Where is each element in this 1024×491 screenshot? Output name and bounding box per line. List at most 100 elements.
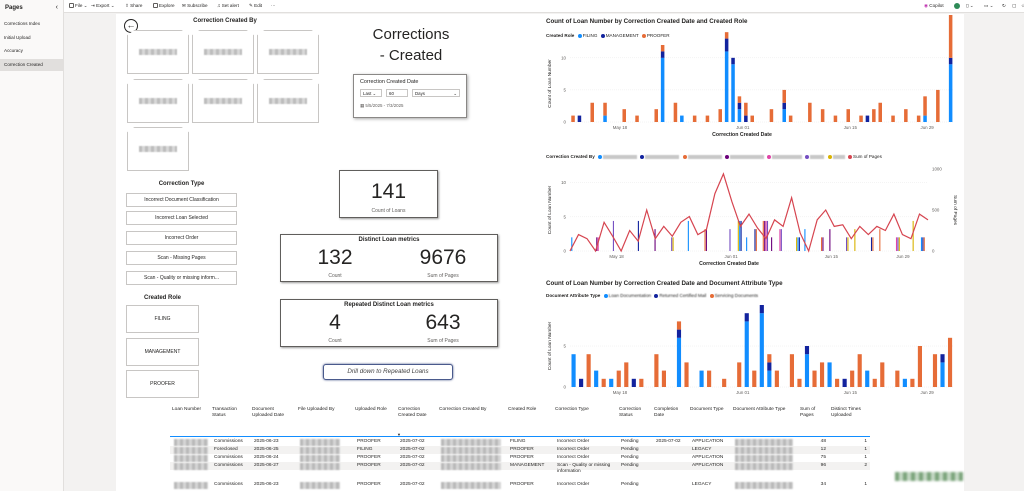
table-row[interactable]: Foreclosed 2025-06-25 FILING 2025-07-02 PROO…	[170, 446, 870, 454]
bar-management	[731, 57, 735, 65]
created-by-tile[interactable]	[127, 79, 189, 123]
legend-filing-label[interactable]: FILING	[582, 33, 598, 38]
col-header[interactable]: Created Role	[508, 407, 537, 412]
edit-button[interactable]: ✎ Edit	[249, 3, 263, 8]
col-header[interactable]: Document Type	[690, 407, 724, 412]
more-options-button[interactable]: ···	[271, 3, 276, 8]
created-by-tile[interactable]	[257, 30, 319, 74]
chart-role-plot[interactable]: 0 5 10 May 18 Jun 01 Jun 15 Jun 29 Correction C…	[542, 15, 962, 145]
redacted-cell	[174, 481, 208, 489]
bar-filing	[923, 115, 927, 122]
col-header[interactable]: Loan Number	[172, 407, 202, 412]
page-item-initial-upload[interactable]: Initial Upload	[4, 35, 31, 40]
chart-doc-attr-plot[interactable]: 0 5 May 18 Jun 01 Jun 15 Jun 29 Count of Loan …	[542, 277, 962, 401]
created-by-slicer-title: Correction Created By	[193, 18, 257, 24]
col-header[interactable]: Sum of Pages	[800, 407, 816, 418]
col-header[interactable]: File Uploaded By	[298, 407, 335, 412]
y-axis-title: Count of Loan Number	[547, 59, 553, 108]
created-by-tile[interactable]	[192, 30, 254, 74]
file-menu[interactable]: File ⌄	[69, 3, 88, 9]
bookmark-icon[interactable]: ▯ ⌄	[966, 3, 974, 8]
table-row[interactable]: Commissions 2025-06-23 PROOFER 2025-07-02 PR…	[170, 481, 870, 489]
bar-proofer	[936, 89, 940, 122]
legend-loan-documentation-label[interactable]: Loan Documentation	[608, 293, 652, 298]
table-row[interactable]: Commissions 2025-06-24 PROOFER 2025-07-02 PR…	[170, 454, 870, 462]
page-item-correction-created[interactable]: Correction Created	[0, 59, 63, 71]
role-option-filing[interactable]: FILING	[126, 305, 199, 333]
bar-proofer	[808, 102, 812, 122]
table-row[interactable]: Commissions 2025-06-27 PROOFER 2025-07-02 MA…	[170, 462, 870, 474]
correction-type-option[interactable]: Incorrect Order	[126, 231, 237, 245]
bar-created-by	[780, 229, 782, 251]
correction-type-option[interactable]: Incorrect Document Classification	[126, 193, 237, 207]
bar-returned-certified-mail	[767, 362, 772, 371]
bar-created-by	[798, 237, 800, 251]
chart-created-by-plot[interactable]: 0 5 10 May 18 Jun 01 Jun 15 Jun 29 Correction C…	[542, 149, 962, 274]
redacted-cell	[300, 438, 340, 446]
table-cell: FILING	[510, 439, 526, 444]
share-button[interactable]: ⇪ Share	[125, 3, 143, 8]
bar-servicing-documents	[932, 354, 938, 387]
page-item-accuracy[interactable]: Accuracy	[4, 48, 23, 53]
bar-proofer	[737, 96, 742, 103]
col-header[interactable]: Document Uploaded Date	[252, 407, 285, 418]
x-tick-label: Jun 29	[921, 390, 935, 395]
created-by-tile[interactable]	[127, 30, 189, 74]
table-row[interactable]: Commissions 2025-06-23 PROOFER 2025-07-02 FI…	[170, 438, 870, 446]
col-header[interactable]: Transaction Status	[212, 407, 237, 418]
col-header[interactable]: Correction Created Date	[398, 407, 427, 418]
y-axis-title: Count of Loan Number	[547, 321, 553, 370]
legend-sum-of-pages-label[interactable]: Sum of Pages	[853, 154, 882, 159]
table-cell: PROOFER	[357, 482, 381, 487]
col-header[interactable]: Document Attribute Type	[733, 407, 786, 412]
bar-servicing-documents	[767, 354, 772, 363]
corrections-table: Loan Number Transaction Status Document …	[168, 403, 880, 491]
period-unit-dropdown[interactable]: Days ⌄	[412, 89, 460, 97]
created-by-tile[interactable]	[257, 79, 319, 123]
set-alert-button[interactable]: ♫ Set alert	[217, 3, 239, 8]
col-header[interactable]: Uploaded Role	[355, 407, 387, 412]
y-tick-label: 5	[564, 87, 567, 92]
col-header[interactable]: Completion Date	[654, 407, 679, 418]
bar-proofer	[622, 109, 626, 122]
legend-management-label[interactable]: MANAGEMENT	[605, 33, 639, 38]
comment-icon[interactable]: ▢	[1012, 3, 1017, 8]
subscribe-button[interactable]: ✉ Subscribe	[182, 3, 208, 8]
col-header[interactable]: Distinct Times Uploaded	[831, 407, 861, 418]
period-amount-input[interactable]: 60	[386, 89, 408, 97]
legend-proofer-label[interactable]: PROOFER	[646, 33, 670, 38]
export-menu[interactable]: ⇥ Export ⌄	[91, 3, 115, 8]
copilot-button[interactable]: ◉ Copilot	[924, 3, 944, 8]
legend-servicing-docs-label[interactable]: Servicing Documents	[714, 293, 759, 298]
bar-created-by	[705, 229, 707, 251]
legend-returned-mail-label[interactable]: Returned Certified Mail	[659, 293, 707, 298]
chevron-left-icon[interactable]: ‹	[55, 4, 58, 11]
created-by-tile[interactable]	[127, 127, 189, 171]
refresh-icon[interactable]: ↻	[1002, 3, 1006, 8]
bar-loan-documentation	[827, 362, 832, 387]
role-option-proofer[interactable]: PROOFER	[126, 370, 199, 398]
redacted-cell	[174, 438, 208, 446]
correction-type-option[interactable]: Scan - Quality or missing inform...	[126, 271, 237, 285]
explore-button[interactable]: Explore	[153, 3, 175, 8]
table-cell: 2025-07-02	[400, 463, 425, 468]
col-header[interactable]: Correction Status	[619, 407, 642, 418]
correction-type-option[interactable]: Incorrect Loan Selected	[126, 211, 237, 225]
col-header[interactable]: Correction Type	[555, 407, 589, 412]
relative-period-dropdown[interactable]: Last ⌄	[360, 89, 382, 97]
col-header[interactable]: Correction Created By	[439, 407, 487, 412]
bar-created-by	[804, 229, 806, 251]
correction-type-option[interactable]: Scan - Missing Pages	[126, 251, 237, 265]
sort-descending-icon[interactable]: ▼	[397, 432, 401, 437]
bar-created-by	[746, 237, 748, 251]
role-option-management[interactable]: MANAGEMENT	[126, 338, 199, 366]
avatar[interactable]	[954, 3, 960, 9]
page-item-corrections-index[interactable]: Corrections Index	[4, 21, 41, 26]
bar-created-by	[729, 229, 731, 251]
date-slicer: Correction Created Date Last ⌄ 60 Days ⌄ …	[353, 74, 467, 118]
bar-proofer	[590, 102, 594, 122]
created-by-tile[interactable]	[192, 79, 254, 123]
favorite-icon[interactable]: ☆	[1021, 3, 1024, 8]
drill-down-button[interactable]: Drill down to Repeated Loans	[323, 364, 453, 380]
view-icon[interactable]: ▭ ⌄	[984, 3, 994, 8]
